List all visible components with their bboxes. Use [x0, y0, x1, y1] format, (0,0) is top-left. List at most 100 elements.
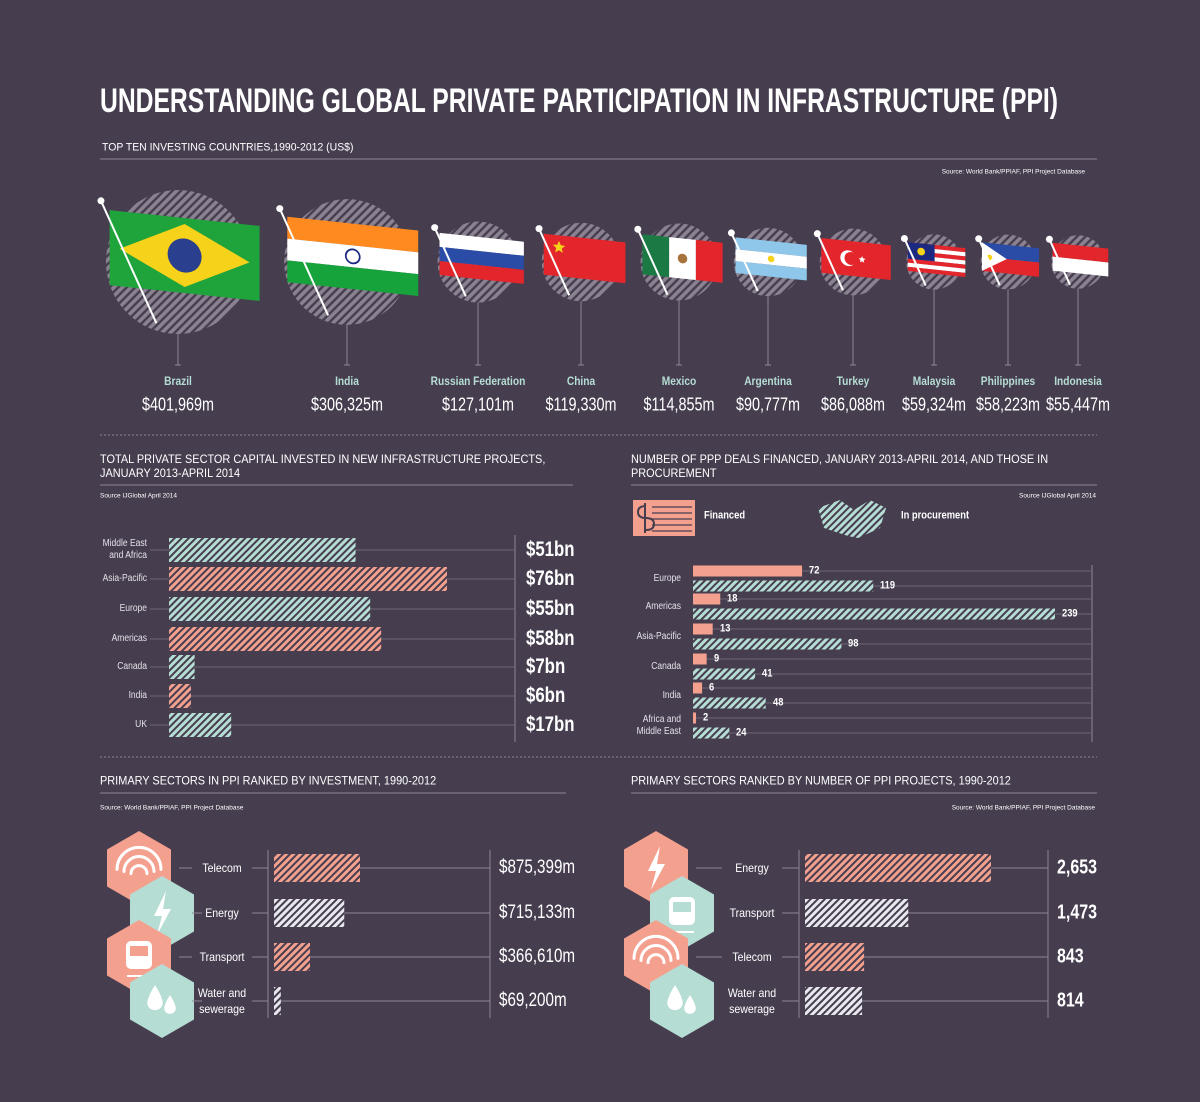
flag-part [642, 234, 670, 278]
bar [693, 623, 713, 635]
sector-icon-part [129, 864, 149, 876]
flag-pole [278, 208, 330, 316]
flag-part [439, 232, 524, 256]
sector-icon-part [684, 995, 696, 1014]
flag [439, 232, 524, 284]
sector-icon-part [130, 946, 148, 956]
flag-part [552, 240, 566, 254]
bar [274, 899, 345, 927]
flag-pole-knob [900, 234, 908, 242]
bar [693, 682, 703, 694]
flag-part [167, 238, 202, 273]
bar [693, 608, 1055, 620]
bar [169, 684, 191, 708]
sector-icon-part [632, 934, 680, 960]
flag-pole [433, 227, 467, 297]
bar [805, 987, 863, 1015]
flag-part [287, 216, 419, 253]
flag-pole-knob [535, 225, 543, 233]
bar [274, 943, 311, 971]
flag-part [439, 260, 524, 284]
flag-pole-knob [813, 230, 821, 238]
flag-part [287, 238, 419, 275]
flag-part [858, 255, 866, 263]
sector-icon-part [154, 891, 171, 935]
flag-pole-knob [97, 197, 105, 205]
bar [169, 627, 382, 651]
flag-part [543, 233, 626, 284]
flag [821, 238, 891, 281]
bar [693, 653, 707, 665]
flag-part [917, 247, 926, 256]
flag-pole [100, 200, 158, 324]
legend-icon [636, 503, 656, 533]
flag [543, 233, 626, 284]
flag-pole-knob [276, 205, 284, 213]
bar [169, 597, 371, 621]
flag-pole-knob [975, 235, 983, 243]
sector-icon-part [639, 944, 673, 962]
sector-icon-part [673, 902, 691, 912]
flag-part [844, 251, 858, 265]
flag-part [677, 253, 688, 264]
bar [693, 580, 874, 592]
sector-icon-part [115, 845, 163, 871]
sector-icon-part [147, 985, 163, 1011]
bar [169, 713, 232, 737]
bar [274, 987, 281, 1015]
bar [169, 655, 195, 679]
flag-part [1052, 242, 1109, 263]
flag-pole-knob [1045, 235, 1053, 243]
bar [805, 899, 909, 927]
bar [805, 943, 865, 971]
sector-icon-part [667, 985, 683, 1011]
flag [642, 234, 723, 283]
flag-part [907, 258, 966, 269]
flag-part [735, 237, 807, 257]
bar [693, 565, 803, 577]
page-title: UNDERSTANDING GLOBAL PRIVATE PARTICIPATI… [100, 82, 1058, 120]
bar [693, 697, 766, 709]
flag [735, 237, 807, 281]
flag-part [1052, 256, 1109, 277]
flag-part [735, 261, 807, 281]
bar [274, 854, 360, 882]
bar [693, 593, 721, 605]
flag-part [344, 248, 361, 265]
flag [1052, 242, 1109, 277]
flag-part [907, 266, 966, 277]
bar [693, 668, 756, 680]
legend-icon [818, 500, 886, 538]
flag [981, 242, 1040, 277]
flag-pole-knob [727, 229, 735, 237]
flag-pole-knob [634, 225, 642, 233]
bar [693, 727, 730, 739]
flag-pole [977, 238, 1001, 286]
flag [287, 216, 419, 296]
sector-icon-part [122, 855, 156, 873]
bar [805, 854, 991, 882]
sector-icon-part [164, 995, 176, 1014]
bar [693, 712, 697, 724]
flag-part [981, 242, 1007, 271]
flag-pole-knob [431, 224, 439, 232]
bar [693, 638, 842, 650]
bar [169, 538, 356, 562]
flag-pole [903, 238, 927, 286]
flag-pole [730, 232, 759, 292]
flag-part [287, 260, 419, 296]
bar [169, 567, 447, 591]
flag-pole [1048, 238, 1071, 286]
sector-icon-part [648, 846, 665, 890]
flag-part [439, 246, 524, 270]
flag-pole [538, 228, 571, 296]
flag-pole [636, 228, 669, 296]
flag-part [695, 239, 723, 283]
flag-pole [816, 233, 844, 291]
sector-icon-part [646, 953, 666, 965]
flag [109, 210, 260, 301]
flag-part [767, 255, 775, 263]
flag [907, 242, 966, 277]
